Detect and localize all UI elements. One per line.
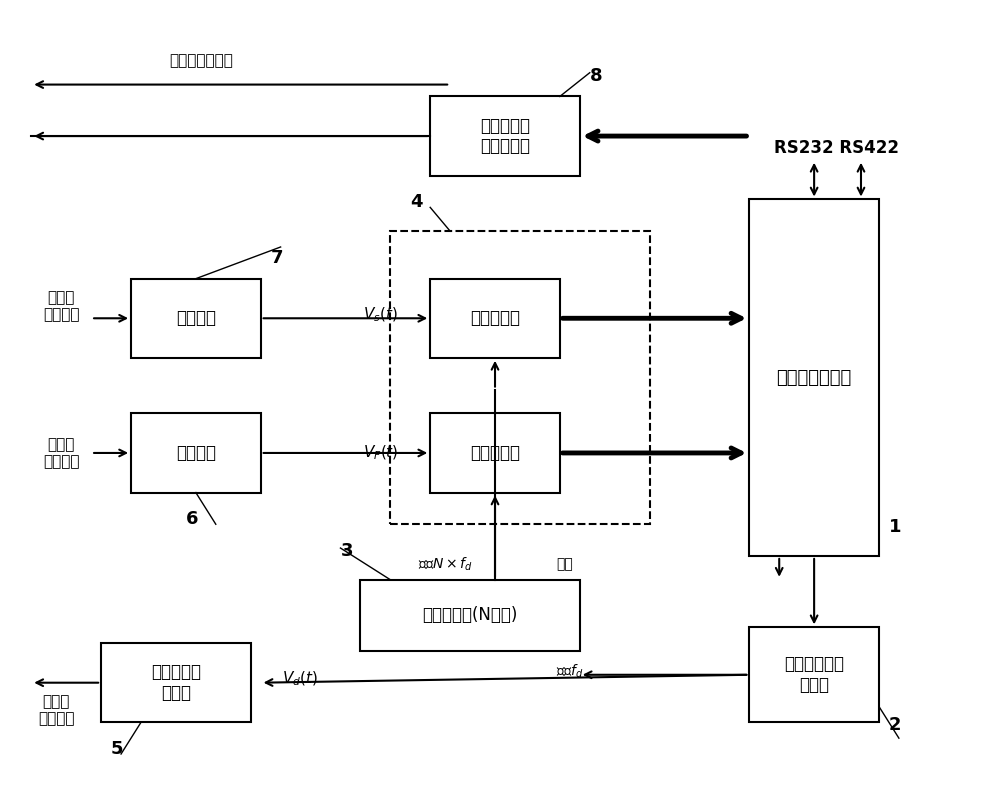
Text: 低通滤波器
与驱动: 低通滤波器 与驱动 bbox=[151, 663, 201, 702]
Text: 1: 1 bbox=[889, 518, 901, 536]
Text: 8: 8 bbox=[590, 67, 602, 84]
Text: 模数转换器: 模数转换器 bbox=[470, 444, 520, 462]
Text: 6: 6 bbox=[186, 510, 198, 528]
Text: 2: 2 bbox=[889, 716, 901, 735]
Text: 驱动轴
驱动信号: 驱动轴 驱动信号 bbox=[38, 694, 74, 727]
Text: 3: 3 bbox=[340, 542, 353, 560]
Text: 驱动轴
反馈信号: 驱动轴 反馈信号 bbox=[43, 436, 79, 469]
Text: 5: 5 bbox=[111, 740, 124, 758]
Bar bbox=[360, 580, 580, 651]
Text: 频率$f_d$: 频率$f_d$ bbox=[556, 662, 583, 680]
Bar bbox=[101, 643, 251, 723]
Text: 敏感轴
读出信号: 敏感轴 读出信号 bbox=[43, 290, 79, 323]
Text: $V_F(t)$: $V_F(t)$ bbox=[363, 444, 398, 462]
Bar bbox=[131, 279, 261, 358]
Bar bbox=[390, 231, 650, 524]
Text: $V_d(t)$: $V_d(t)$ bbox=[282, 669, 319, 688]
Text: 模数转换器: 模数转换器 bbox=[470, 309, 520, 328]
Text: 7: 7 bbox=[271, 249, 283, 267]
Bar bbox=[430, 96, 580, 176]
Text: 频率$N\times f_d$: 频率$N\times f_d$ bbox=[418, 555, 473, 572]
Text: 角速度模拟输出: 角速度模拟输出 bbox=[169, 53, 233, 68]
Text: 调理电路: 调理电路 bbox=[176, 309, 216, 328]
Text: 数字信号处理器: 数字信号处理器 bbox=[776, 369, 852, 386]
Text: 中断: 中断 bbox=[556, 556, 573, 571]
Text: RS232 RS422: RS232 RS422 bbox=[774, 139, 899, 157]
Text: 数字锁相环(N倍频): 数字锁相环(N倍频) bbox=[422, 607, 518, 624]
Bar bbox=[749, 627, 879, 723]
Text: 数模转换与
低通滤波器: 数模转换与 低通滤波器 bbox=[480, 117, 530, 156]
Text: 调理电路: 调理电路 bbox=[176, 444, 216, 462]
Bar bbox=[749, 200, 879, 556]
Bar bbox=[430, 279, 560, 358]
Text: 4: 4 bbox=[410, 193, 423, 211]
Bar bbox=[430, 413, 560, 493]
Text: 直接数字频率
合成器: 直接数字频率 合成器 bbox=[784, 655, 844, 694]
Text: $V_s(t)$: $V_s(t)$ bbox=[363, 305, 398, 324]
Bar bbox=[131, 413, 261, 493]
